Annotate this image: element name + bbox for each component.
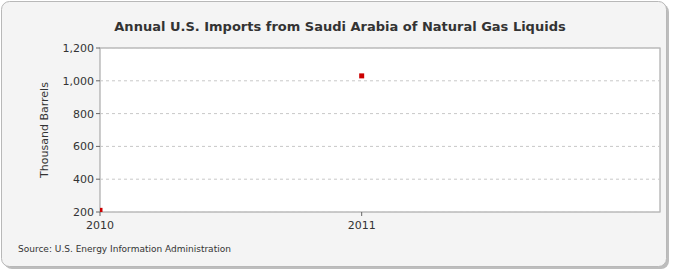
y-tick-label: 400 [73,173,94,186]
point [100,208,103,212]
grid-line [100,80,660,81]
y-tick-label: 800 [73,108,94,121]
y-tick [96,113,100,114]
y-tick [96,48,100,49]
y-tick [96,179,100,180]
grid-line [100,113,660,114]
grid-line [100,146,660,147]
plot-area [100,48,660,212]
chart-root: Annual U.S. Imports from Saudi Arabia of… [0,0,675,275]
y-tick [96,212,100,213]
grid-line [100,48,660,49]
x-tick-label: 2010 [86,219,114,232]
title: Annual U.S. Imports from Saudi Arabia of… [114,19,566,34]
y-tick-label: 1,000 [63,75,95,88]
chart-svg: Annual U.S. Imports from Saudi Arabia of… [0,0,675,275]
x-tick-label: 2011 [348,219,376,232]
marks [100,73,364,212]
y-tick [96,80,100,81]
point [359,73,364,78]
x-tick [361,212,362,216]
y-tick-label: 600 [73,140,94,153]
grid-line [100,179,660,180]
x-tick [100,212,101,216]
source: Source: U.S. Energy Information Administ… [18,244,231,254]
grid-line [100,212,660,213]
y-tick [96,146,100,147]
frame [2,2,667,267]
y-tick-label: 200 [73,206,94,219]
y-tick-label: 1,200 [63,42,95,55]
y-axis-label: Thousand Barrels [38,82,51,179]
